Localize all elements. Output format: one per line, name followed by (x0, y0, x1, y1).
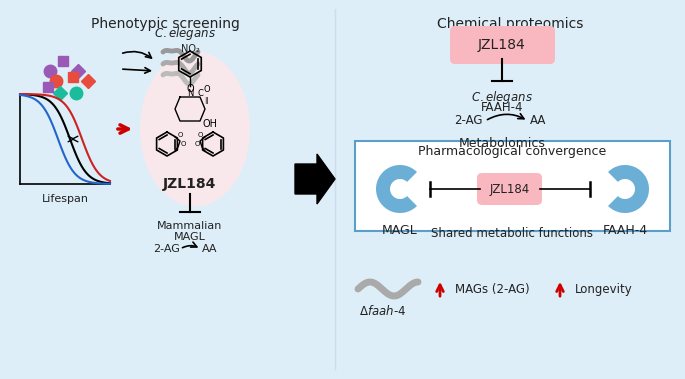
Text: 2-AG: 2-AG (153, 244, 180, 254)
Text: FAAH-4: FAAH-4 (602, 224, 647, 237)
Text: O: O (197, 132, 203, 138)
Text: ||: || (205, 97, 210, 103)
Text: MAGL: MAGL (382, 224, 418, 237)
Text: JZL184: JZL184 (478, 38, 526, 52)
Text: MAGL: MAGL (174, 232, 206, 242)
Ellipse shape (140, 52, 250, 207)
Text: O: O (186, 84, 194, 94)
FancyBboxPatch shape (355, 141, 670, 231)
Text: O: O (177, 132, 183, 138)
Text: Metabolomics: Metabolomics (458, 137, 545, 150)
Text: Mammalian: Mammalian (158, 221, 223, 231)
Text: Phenotypic screening: Phenotypic screening (90, 17, 240, 31)
FancyBboxPatch shape (477, 173, 542, 205)
Text: Lifespan: Lifespan (42, 194, 88, 204)
Text: $\it{C. elegans}$: $\it{C. elegans}$ (471, 89, 533, 106)
Text: Pharmacological convergence: Pharmacological convergence (418, 145, 606, 158)
FancyBboxPatch shape (450, 26, 555, 64)
Text: AA: AA (202, 244, 218, 254)
Text: N: N (187, 89, 193, 99)
Text: JZL184: JZL184 (163, 177, 216, 191)
FancyArrow shape (295, 154, 335, 204)
Text: Chemical proteomics: Chemical proteomics (437, 17, 583, 31)
Text: C: C (197, 89, 203, 99)
Text: O: O (180, 141, 186, 147)
Text: Longevity: Longevity (575, 282, 633, 296)
Text: FAAH-4: FAAH-4 (481, 101, 523, 114)
Wedge shape (608, 165, 649, 213)
Text: O: O (195, 141, 200, 147)
Text: MAGs (2-AG): MAGs (2-AG) (455, 282, 530, 296)
Text: Shared metabolic functions: Shared metabolic functions (431, 227, 593, 240)
Text: NO₂: NO₂ (181, 44, 199, 54)
Text: JZL184: JZL184 (490, 183, 530, 196)
Text: $\Delta$$\it{faah}$-4: $\Delta$$\it{faah}$-4 (360, 304, 407, 318)
Text: AA: AA (530, 114, 546, 127)
Text: OH: OH (203, 119, 218, 129)
Text: O: O (203, 85, 210, 94)
Text: $\it{C. elegans}$: $\it{C. elegans}$ (154, 25, 216, 42)
Wedge shape (376, 165, 417, 213)
Text: 2-AG: 2-AG (453, 114, 482, 127)
